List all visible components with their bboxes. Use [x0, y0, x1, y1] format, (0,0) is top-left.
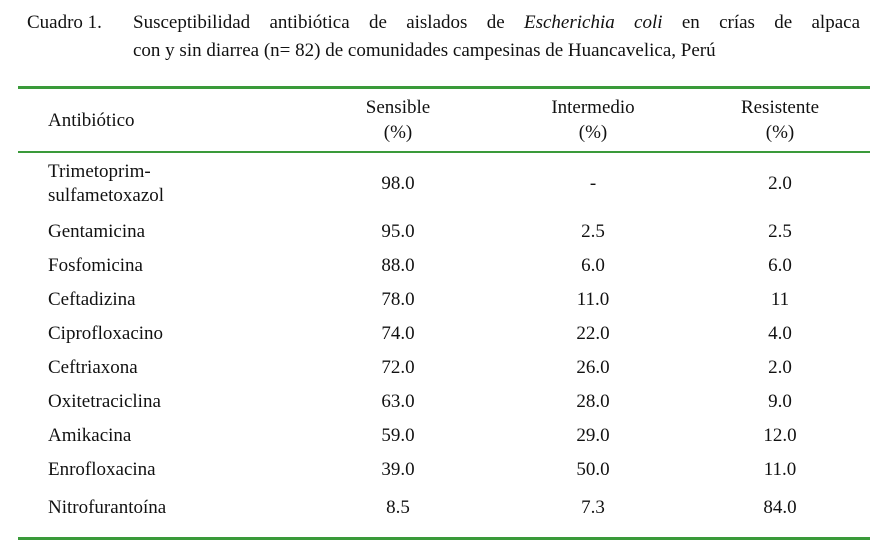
table-row: Ceftriaxona 72.0 26.0 2.0 [18, 351, 870, 385]
antibiotic-name: Oxitetraciclina [48, 391, 161, 412]
value-cell: 6.0 [768, 255, 792, 276]
caption-text: en crías de alpaca [681, 12, 861, 33]
antibiotic-name: Gentamicina [48, 221, 146, 242]
value-cell: 84.0 [763, 497, 797, 518]
value-cell: 26.0 [576, 357, 610, 378]
value-cell: 74.0 [381, 323, 415, 344]
table-row: Ciprofloxacino 74.0 22.0 4.0 [18, 317, 870, 351]
antibiotic-cell: Gentamicina [18, 215, 300, 249]
table-row: Ceftadizina 78.0 11.0 11 [18, 283, 870, 317]
value-cell: 2.0 [768, 173, 792, 194]
header-text: Intermedio [551, 97, 635, 118]
antibiotic-name: sulfametoxazol [48, 185, 165, 206]
header-text: (%) [578, 122, 608, 143]
antibiotic-name: Enrofloxacina [48, 459, 156, 480]
antibiotic-cell: Nitrofurantoína [18, 487, 300, 539]
data-table: Antibiótico Sensible (%) Intermedio (%) Resis… [18, 86, 870, 540]
value-cell: 2.0 [768, 357, 792, 378]
value-cell: 11.0 [576, 289, 610, 310]
caption-line: con y sin diarrea (n= 82) de comunidades… [133, 40, 716, 61]
antibiotic-name: Trimetoprim- [48, 161, 151, 182]
value-cell: 9.0 [768, 391, 792, 412]
header-cell: Intermedio (%) [496, 88, 690, 153]
caption-species: Escherichia coli [523, 12, 663, 33]
table-row: Amikacina 59.0 29.0 12.0 [18, 419, 870, 453]
value-cell: 29.0 [576, 425, 610, 446]
value-cell: 6.0 [581, 255, 605, 276]
value-cell: 8.5 [386, 497, 410, 518]
antibiotic-cell: Oxitetraciclina [18, 385, 300, 419]
caption-label: Cuadro 1. [27, 12, 102, 33]
table-row: Trimetoprim-sulfametoxazol 98.0 - 2.0 [18, 152, 870, 215]
value-cell: 78.0 [381, 289, 415, 310]
value-cell: 12.0 [763, 425, 797, 446]
value-cell: 95.0 [381, 221, 415, 242]
antibiotic-name: Fosfomicina [48, 255, 143, 276]
table-row: Nitrofurantoína 8.5 7.3 84.0 [18, 487, 870, 539]
header-cell: Antibiótico [18, 88, 300, 153]
header-text: (%) [765, 122, 795, 143]
value-cell: 2.5 [768, 221, 792, 242]
antibiotic-cell: Amikacina [18, 419, 300, 453]
antibiotic-cell: Enrofloxacina [18, 453, 300, 487]
header-cell: Sensible (%) [300, 88, 496, 153]
value-cell: 22.0 [576, 323, 610, 344]
antibiotic-cell: Ceftadizina [18, 283, 300, 317]
value-cell: 28.0 [576, 391, 610, 412]
antibiotic-cell: Ciprofloxacino [18, 317, 300, 351]
antibiotic-cell: Fosfomicina [18, 249, 300, 283]
antibiotic-cell: Ceftriaxona [18, 351, 300, 385]
antibiotic-name: Ceftadizina [48, 289, 136, 310]
value-cell: 11.0 [763, 459, 797, 480]
table-row: Fosfomicina 88.0 6.0 6.0 [18, 249, 870, 283]
value-cell: 4.0 [768, 323, 792, 344]
antibiotic-name: Nitrofurantoína [48, 497, 167, 518]
value-cell: 72.0 [381, 357, 415, 378]
value-cell: 2.5 [581, 221, 605, 242]
antibiotic-name: Ciprofloxacino [48, 323, 164, 344]
value-cell: 39.0 [381, 459, 415, 480]
value-cell: 88.0 [381, 255, 415, 276]
antibiotic-name: Ceftriaxona [48, 357, 138, 378]
table-row: Gentamicina 95.0 2.5 2.5 [18, 215, 870, 249]
value-cell: 50.0 [576, 459, 610, 480]
table-row: Enrofloxacina 39.0 50.0 11.0 [18, 453, 870, 487]
header-text: Antibiótico [48, 109, 135, 131]
value-cell: 7.3 [581, 497, 605, 518]
header-cell: Resistente (%) [690, 88, 870, 153]
value-cell: 59.0 [381, 425, 415, 446]
header-text: Resistente [740, 97, 820, 118]
value-cell: 98.0 [381, 173, 415, 194]
caption-line: Susceptibilidad antibiótica de aislados … [133, 12, 860, 34]
value-cell: - [589, 173, 597, 194]
value-cell: 63.0 [381, 391, 415, 412]
header-text: Sensible [365, 97, 431, 118]
header-text: (%) [383, 122, 413, 143]
antibiotic-name: Amikacina [48, 425, 132, 446]
header-row: Antibiótico Sensible (%) Intermedio (%) Resis… [18, 87, 870, 153]
value-cell: 11 [770, 289, 790, 310]
caption-text: Susceptibilidad antibiótica de aislados … [133, 12, 505, 33]
table-row: Oxitetraciclina 63.0 28.0 9.0 [18, 385, 870, 419]
antibiotic-cell: Trimetoprim-sulfametoxazol [18, 152, 300, 215]
